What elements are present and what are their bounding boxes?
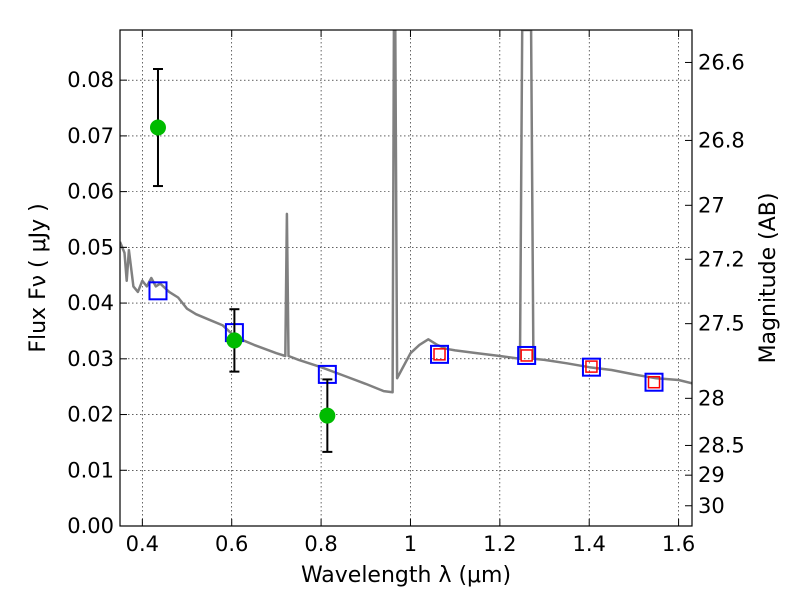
grid-lines (120, 30, 692, 527)
observed-point-red-square (585, 360, 598, 373)
x-axis-ticks: 0.4 0.6 0.8 1 1.2 1.4 1.6 (126, 30, 695, 556)
y-axis-label: Flux Fν ( μJy ) (26, 203, 51, 352)
y-tick-label: 0.03 (67, 347, 114, 371)
y-tick-label: 0.07 (67, 124, 114, 148)
x-tick-label: 0.6 (215, 532, 248, 556)
y-tick-label: 0.04 (67, 291, 114, 315)
model-spectrum (120, 30, 692, 394)
magnitude-tick-label: 30 (698, 494, 725, 518)
plot-frame (119, 29, 693, 527)
magnitude-tick-label: 28 (698, 386, 725, 410)
y-axis-ticks: 0.00 0.01 0.02 0.03 0.04 0.05 0.06 0.07 0.08 (67, 68, 127, 538)
model-point-square (581, 357, 601, 377)
magnitude-tick-label: 29 (698, 463, 725, 487)
x-tick-label: 0.8 (304, 532, 337, 556)
magnitude-axis-ticks: 26.6 26.8 27 27.2 27.5 28 28.5 29 30 (685, 50, 745, 518)
magnitude-tick-label: 26.6 (698, 50, 745, 74)
x-tick-label: 0.4 (126, 532, 159, 556)
x-tick-label: 1.6 (662, 532, 695, 556)
magnitude-tick-label: 26.8 (698, 128, 745, 152)
magnitude-tick-label: 27.2 (698, 247, 745, 271)
data-markers (148, 68, 664, 453)
model-point-square (148, 281, 168, 301)
magnitude-tick-label: 27 (698, 193, 725, 217)
x-axis-label: Wavelength λ (μm) (301, 563, 511, 588)
x-tick-label: 1 (404, 532, 417, 556)
x-tick-label: 1.4 (573, 532, 606, 556)
observed-point (319, 407, 336, 424)
magnitude-tick-label: 27.5 (698, 312, 745, 336)
observed-point (226, 332, 243, 349)
y-tick-label: 0.08 (67, 68, 114, 92)
model-point-square (517, 345, 537, 365)
model-point-square (430, 344, 450, 364)
x-tick-label: 1.2 (483, 532, 516, 556)
y-axis-right-label: Magnitude (AB) (756, 193, 781, 364)
observed-point-red-square (520, 349, 533, 362)
y-tick-label: 0.06 (67, 180, 114, 204)
y-tick-label: 0.00 (67, 514, 114, 538)
observed-point (149, 119, 166, 136)
y-tick-label: 0.01 (67, 458, 114, 482)
y-tick-label: 0.05 (67, 235, 114, 259)
model-point-square (644, 372, 664, 392)
spectrum-line (120, 30, 692, 394)
observed-point-red-square (433, 348, 446, 361)
observed-point-red-square (647, 375, 661, 389)
magnitude-tick-label: 28.5 (698, 433, 745, 457)
y-tick-label: 0.02 (67, 403, 114, 427)
